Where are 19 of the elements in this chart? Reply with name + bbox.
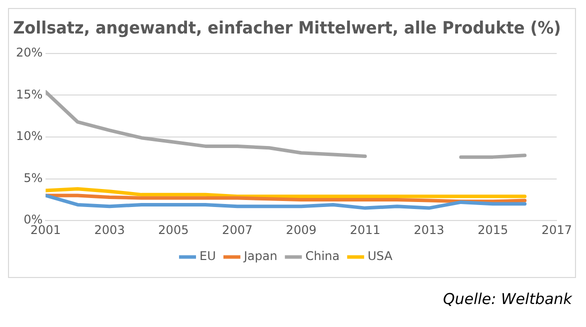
legend-label: USA [368, 249, 394, 264]
legend-label: China [305, 249, 340, 264]
x-tick-label: 2011 [350, 222, 380, 237]
source-note: Quelle: Weltbank [443, 290, 572, 308]
chart-title: Zollsatz, angewandt, einfacher Mittelwert, alle Produkte (%) [13, 18, 561, 38]
x-tick-label: 2013 [414, 222, 444, 237]
y-tick-label: 20% [16, 46, 43, 60]
x-tick-label: 2017 [541, 222, 572, 237]
x-tick-label: 2015 [478, 222, 508, 237]
y-tick-label: 15% [16, 87, 43, 102]
legend-label: Japan [242, 249, 278, 264]
x-tick-label: 2007 [222, 222, 253, 237]
x-tick-label: 2001 [30, 222, 61, 237]
y-tick-label: 10% [16, 129, 43, 144]
x-tick-label: 2005 [158, 222, 189, 237]
x-tick-label: 2003 [94, 222, 125, 237]
x-tick-label: 2009 [286, 222, 316, 237]
legend-label: EU [200, 249, 216, 264]
y-tick-label: 5% [24, 170, 43, 185]
